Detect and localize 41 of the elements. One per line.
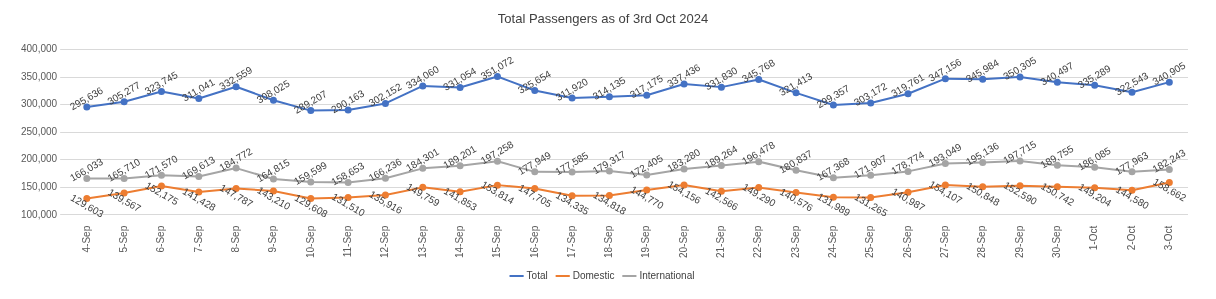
y-tick-label: 100,000 xyxy=(20,208,58,220)
x-tick-label: 20-Sep xyxy=(677,225,689,258)
x-tick-label: 24-Sep xyxy=(827,225,839,258)
x-tick-label: 10-Sep xyxy=(304,225,316,258)
x-tick-label: 28-Sep xyxy=(976,225,988,258)
x-tick-label: 6-Sep xyxy=(155,225,167,253)
x-tick-label: 12-Sep xyxy=(379,225,391,258)
y-tick-label: 400,000 xyxy=(20,43,58,55)
x-tick-label: 29-Sep xyxy=(1013,225,1025,258)
x-tick-label: 8-Sep xyxy=(229,225,241,253)
chart-title: Total Passengers as of 3rd Oct 2024 xyxy=(497,11,709,27)
x-tick-label: 30-Sep xyxy=(1051,225,1063,258)
y-tick-label: 300,000 xyxy=(20,98,58,110)
x-tick-label: 17-Sep xyxy=(565,225,577,258)
y-tick-label: 200,000 xyxy=(20,153,58,165)
x-tick-label: 26-Sep xyxy=(901,225,913,258)
x-tick-label: 14-Sep xyxy=(453,225,465,258)
y-tick-label: 150,000 xyxy=(20,180,58,192)
legend-label: Total xyxy=(526,269,548,281)
x-tick-label: 9-Sep xyxy=(267,225,279,253)
x-tick-label: 22-Sep xyxy=(752,225,764,258)
legend-label: International xyxy=(639,269,695,281)
legend-label: Domestic xyxy=(572,269,615,281)
x-tick-label: 11-Sep xyxy=(341,225,353,258)
x-tick-label: 27-Sep xyxy=(939,225,951,258)
x-tick-label: 18-Sep xyxy=(603,225,615,258)
x-tick-label: 15-Sep xyxy=(491,225,503,258)
x-tick-label: 21-Sep xyxy=(715,225,727,258)
x-tick-label: 16-Sep xyxy=(528,225,540,258)
y-tick-label: 350,000 xyxy=(20,70,58,82)
x-tick-label: 4-Sep xyxy=(80,225,92,253)
x-tick-label: 23-Sep xyxy=(789,225,801,258)
x-tick-label: 7-Sep xyxy=(192,225,204,253)
x-tick-label: 1-Oct xyxy=(1088,225,1100,251)
x-tick-label: 3-Oct xyxy=(1163,225,1175,251)
x-tick-label: 13-Sep xyxy=(416,225,428,258)
x-tick-label: 25-Sep xyxy=(864,225,876,258)
x-tick-label: 5-Sep xyxy=(117,225,129,253)
y-tick-label: 250,000 xyxy=(20,125,58,137)
x-tick-label: 2-Oct xyxy=(1125,225,1137,251)
x-tick-label: 19-Sep xyxy=(640,225,652,258)
